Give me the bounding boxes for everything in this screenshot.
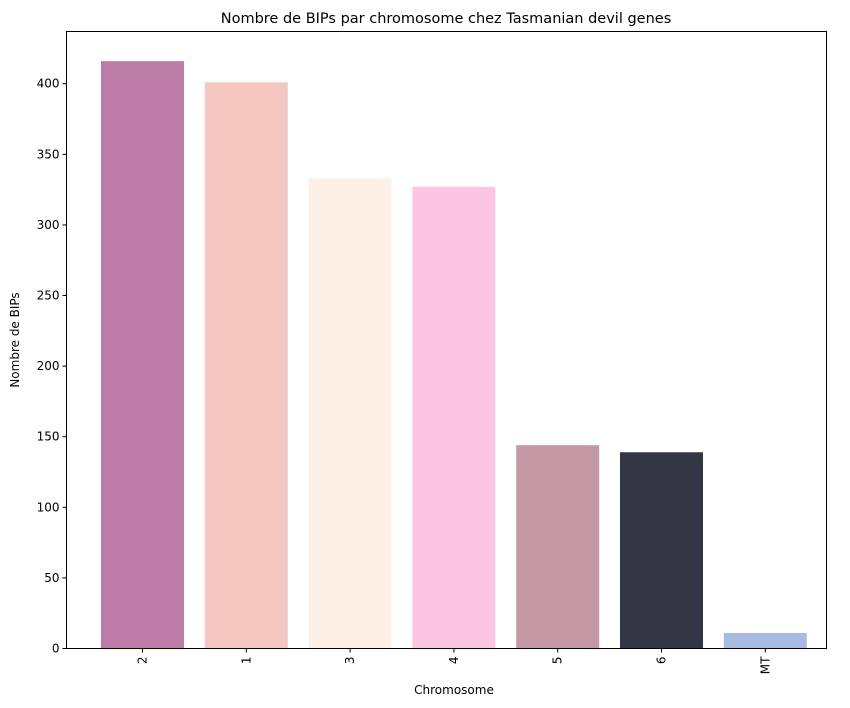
x-tick-label: 6 — [655, 657, 669, 665]
x-axis: 2 1 3 4 5 6 MT — [136, 648, 772, 674]
x-tick-label: 4 — [447, 657, 461, 665]
y-tick-label: 300 — [37, 218, 60, 232]
x-tick-label: MT — [758, 656, 772, 674]
y-tick-label: 150 — [37, 430, 60, 444]
bar-2 — [101, 61, 184, 649]
bar-3 — [308, 178, 392, 649]
y-tick-label: 400 — [37, 77, 60, 91]
chart-title: Nombre de BIPs par chromosome chez Tasma… — [221, 11, 672, 27]
bar-5 — [516, 445, 600, 649]
y-tick-label: 100 — [37, 500, 60, 514]
y-tick-label: 250 — [37, 289, 60, 303]
x-tick-label: 5 — [551, 657, 565, 665]
x-tick-label: 3 — [343, 657, 357, 665]
x-tick-label: 2 — [136, 657, 150, 665]
y-axis-label: Nombre de BIPs — [8, 292, 22, 387]
bars-group — [101, 61, 807, 649]
y-tick-label: 0 — [52, 642, 60, 656]
plot-frame — [66, 31, 827, 649]
bar-6 — [620, 452, 703, 649]
y-tick-label: 50 — [44, 571, 59, 585]
x-axis-label: Chromosome — [414, 683, 494, 697]
bar-4 — [412, 186, 496, 649]
y-tick-label: 350 — [37, 147, 60, 161]
bar-MT — [723, 632, 807, 649]
y-axis: 0 50 100 150 200 250 300 350 400 — [37, 77, 67, 656]
bar-1 — [204, 82, 288, 649]
x-tick-label: 1 — [239, 657, 253, 665]
y-tick-label: 200 — [37, 359, 60, 373]
